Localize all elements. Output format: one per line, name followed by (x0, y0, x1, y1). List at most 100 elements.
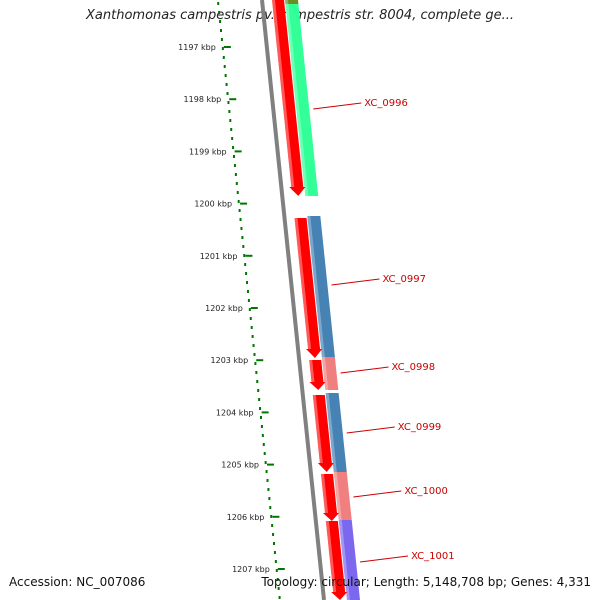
cds-highlight (325, 521, 337, 592)
scale-dot (236, 191, 239, 194)
gene-label[interactable]: XC_0999 (398, 422, 442, 433)
scale-dot (268, 497, 271, 500)
feature-highlight (338, 520, 350, 600)
gene-leader-line (313, 102, 362, 110)
feature-highlight (321, 357, 329, 390)
scale-dot (227, 101, 230, 104)
scale-dot (256, 380, 259, 383)
scale-dot (228, 110, 231, 113)
scale-dot (275, 569, 278, 572)
feature-layer (285, 0, 360, 600)
gene-leader-line (353, 490, 402, 498)
cds-highlight (309, 360, 315, 382)
scale-dot (217, 2, 220, 5)
scale-dot (270, 515, 273, 518)
feature-purple (338, 520, 360, 600)
scale-dot (222, 56, 225, 59)
feature-pink-2 (333, 472, 352, 520)
scale-dot (248, 308, 251, 311)
scale-dot (247, 299, 250, 302)
scale-dot (242, 245, 245, 248)
gene-label[interactable]: XC_0996 (364, 98, 408, 109)
scale-dot (255, 371, 258, 374)
tick-label: 1206 kbp (227, 513, 265, 522)
scale-dot (266, 479, 269, 482)
scale-dot (274, 560, 277, 563)
scale-dot (218, 11, 221, 14)
scale-dot (258, 398, 261, 401)
scale-dot (259, 407, 262, 410)
feature-green (285, 4, 319, 196)
scale-dot (276, 578, 279, 581)
tick-label: 1207 kbp (232, 565, 270, 574)
tick-label: 1200 kbp (194, 200, 232, 209)
tick-label: 1202 kbp (205, 304, 243, 313)
scale-dot (221, 47, 224, 50)
map-title: Xanthomonas campestris pv. campestris st… (86, 8, 514, 23)
feature-highlight (333, 472, 342, 520)
genome-summary-text: Topology: circular; Length: 5,148,708 bp… (261, 575, 591, 589)
gene-label[interactable]: XC_1001 (411, 551, 455, 562)
cds-arrow-5 (312, 395, 334, 472)
gene-leader-line (331, 278, 380, 286)
feature-highlight (285, 0, 289, 4)
tick-layer: 1197 kbp 1198 kbp 1199 kbp 1200 kbp 1201 kbp… (178, 43, 285, 574)
scale-dot (241, 236, 244, 239)
tick-label: 1203 kbp (211, 356, 249, 365)
scale-dot (262, 443, 265, 446)
cds-arrow-1 (272, 0, 290, 35)
scale-dot (230, 128, 233, 131)
scale-dot (224, 74, 227, 77)
feature-highlight (285, 4, 309, 196)
scale-dot (240, 227, 243, 230)
gene-label[interactable]: XC_0997 (382, 274, 426, 285)
scale-dot (252, 344, 255, 347)
scale-dot (277, 587, 280, 590)
gene-leader-line (340, 366, 389, 374)
scale-dot (278, 596, 281, 599)
cds-highlight (312, 395, 323, 463)
gene-label[interactable]: XC_1000 (404, 486, 448, 497)
scale-dot (233, 164, 236, 167)
scale-dot (271, 524, 274, 527)
scale-dot (254, 362, 257, 365)
scale-dot (264, 461, 267, 464)
cds-highlight (272, 0, 279, 35)
tick-label: 1205 kbp (221, 461, 259, 470)
cds-highlight (320, 474, 329, 513)
scale-dot (245, 272, 248, 275)
cds-arrow-3 (294, 218, 323, 358)
scale-dot (229, 119, 232, 122)
scale-dot (253, 353, 256, 356)
scale-dot (235, 182, 238, 185)
cds-arrow-6 (320, 474, 340, 521)
scale-dot (226, 92, 229, 95)
accession-text: Accession: NC_007086 (9, 575, 146, 589)
scale-dot (246, 290, 249, 293)
scale-dot (225, 83, 228, 86)
gene-label[interactable]: XC_0998 (392, 362, 436, 373)
scale-dot (257, 389, 260, 392)
tick-label: 1201 kbp (200, 252, 238, 261)
tick-label: 1204 kbp (216, 408, 254, 417)
cds-arrow-2 (275, 35, 306, 196)
gene-leader-line (346, 426, 395, 434)
gene-label-layer: XC_0996 XC_0997 XC_0998 XC_0999 XC_1000 XC_10… (313, 98, 455, 563)
scale-dot (232, 146, 235, 149)
scale-dot (244, 263, 247, 266)
scale-dot (220, 38, 223, 41)
scale-dot (243, 254, 246, 257)
scale-dot (259, 416, 262, 419)
tick-label: 1198 kbp (184, 95, 222, 104)
scale-dot (263, 452, 266, 455)
backbone-line (260, 0, 326, 600)
scale-dot (269, 506, 272, 509)
cds-layer (272, 0, 348, 600)
cds-highlight (275, 35, 295, 187)
scale-dot (267, 488, 270, 491)
cds-arrow-4 (309, 360, 326, 390)
scale-dot (219, 20, 222, 23)
feature-blue-2 (325, 393, 347, 472)
cds-arrow-7 (325, 521, 348, 600)
